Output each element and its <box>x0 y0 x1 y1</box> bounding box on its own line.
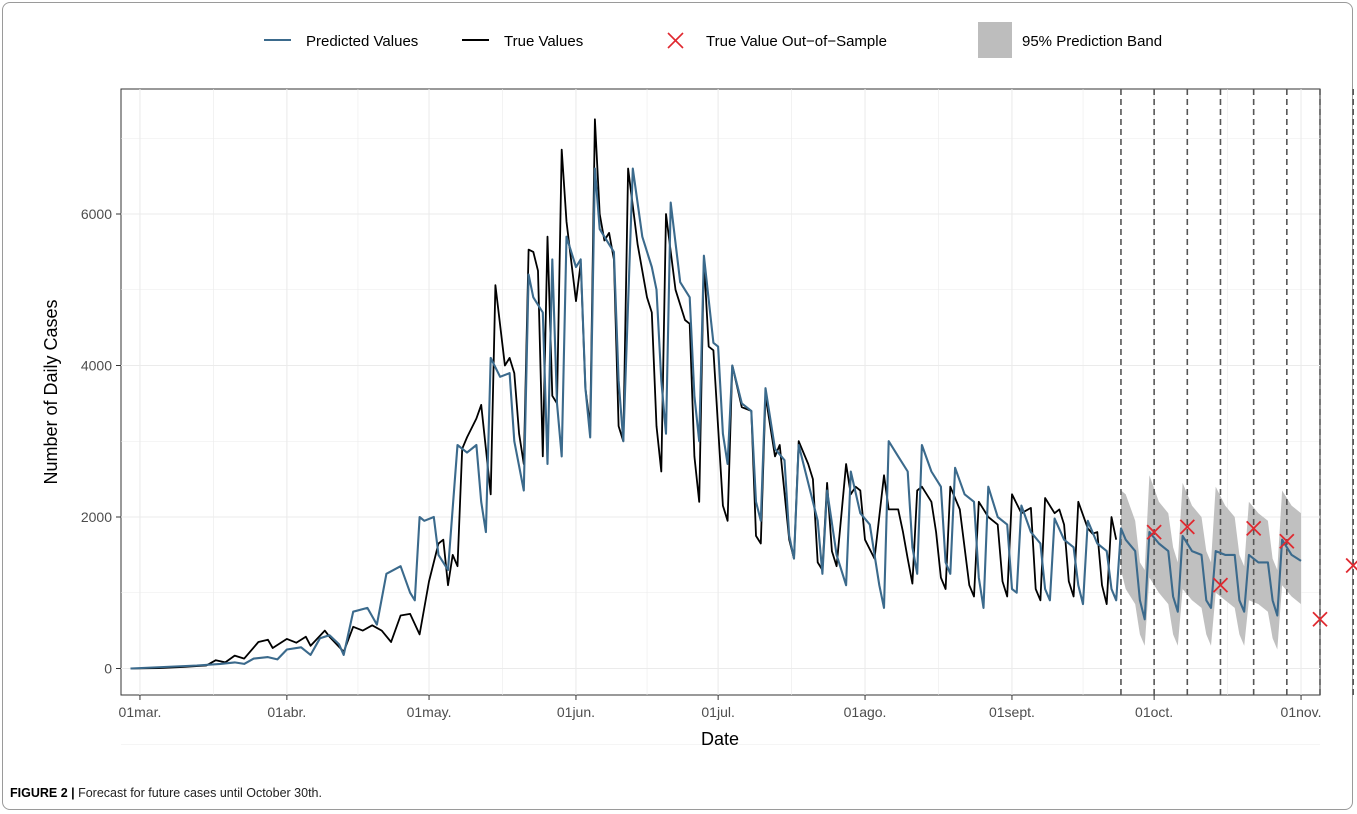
legend-item: True Value Out−of−Sample <box>667 32 887 50</box>
x-axis-title: Date <box>701 729 739 749</box>
out-of-sample-marker <box>1179 519 1195 535</box>
legend-band-key <box>978 22 1012 58</box>
legend-item: True Values <box>462 33 583 50</box>
forecast-origin-lines <box>1120 89 1354 695</box>
out-of-sample-marker <box>1345 557 1357 574</box>
legend-cross-key <box>667 32 684 49</box>
legend-label: 95% Prediction Band <box>1022 33 1162 50</box>
legend-label: True Values <box>504 33 583 50</box>
cross-stroke <box>1179 519 1195 535</box>
true-values-line <box>130 118 1118 670</box>
y-tick-label: 6000 <box>81 206 112 222</box>
caption-text: Forecast for future cases until October … <box>74 786 322 800</box>
prediction-band <box>1121 475 1301 650</box>
caption-label: FIGURE 2 | <box>10 786 75 800</box>
y-tick-label: 0 <box>104 660 112 676</box>
x-axis-ticks: 01mar. 01abr. 01may. 01jun. 01jul. 01ago. 01se… <box>119 695 1322 720</box>
y-tick-label: 2000 <box>81 509 112 525</box>
x-tick-label: 01abr. <box>267 704 306 720</box>
legend-item: Predicted Values <box>264 33 418 50</box>
predicted-values-series <box>130 167 1302 670</box>
out-of-sample-marker <box>1279 533 1295 549</box>
out-of-sample-points <box>1146 519 1357 627</box>
out-of-sample-marker <box>1246 520 1262 536</box>
predicted-values-line <box>130 167 1302 670</box>
cross-stroke <box>1146 524 1162 540</box>
cross-stroke <box>1312 611 1328 627</box>
legend-label: Predicted Values <box>306 33 418 50</box>
x-tick-label: 01ago. <box>844 704 887 720</box>
x-tick-label: 01nov. <box>1281 704 1322 720</box>
x-tick-label: 01mar. <box>119 704 162 720</box>
y-axis-title: Number of Daily Cases <box>41 299 61 484</box>
cross-stroke <box>1212 577 1229 593</box>
cross-stroke <box>1246 520 1262 536</box>
out-of-sample-marker <box>1212 577 1229 593</box>
prediction-band-area <box>1121 475 1301 650</box>
x-tick-label: 01jul. <box>701 704 734 720</box>
legend: Predicted Values True Values True Value Ou… <box>264 22 1162 58</box>
figure-caption: FIGURE 2 | Forecast for future cases unt… <box>10 786 322 800</box>
y-axis-ticks: 0 2000 4000 6000 <box>81 206 121 676</box>
legend-label: True Value Out−of−Sample <box>706 33 887 50</box>
cross-stroke <box>1345 560 1357 574</box>
x-tick-label: 01jun. <box>557 704 595 720</box>
out-of-sample-marker <box>1146 524 1162 540</box>
x-tick-label: 01may. <box>407 704 452 720</box>
true-values-series <box>130 118 1118 670</box>
x-tick-label: 01oct. <box>1135 704 1173 720</box>
cross-stroke <box>1279 533 1295 549</box>
forecast-chart: 01mar. 01abr. 01may. 01jun. 01jul. 01ago. 01se… <box>41 22 1357 749</box>
out-of-sample-marker <box>1312 611 1328 627</box>
legend-item: 95% Prediction Band <box>978 22 1162 58</box>
y-tick-label: 4000 <box>81 357 112 373</box>
x-tick-label: 01sept. <box>989 704 1035 720</box>
